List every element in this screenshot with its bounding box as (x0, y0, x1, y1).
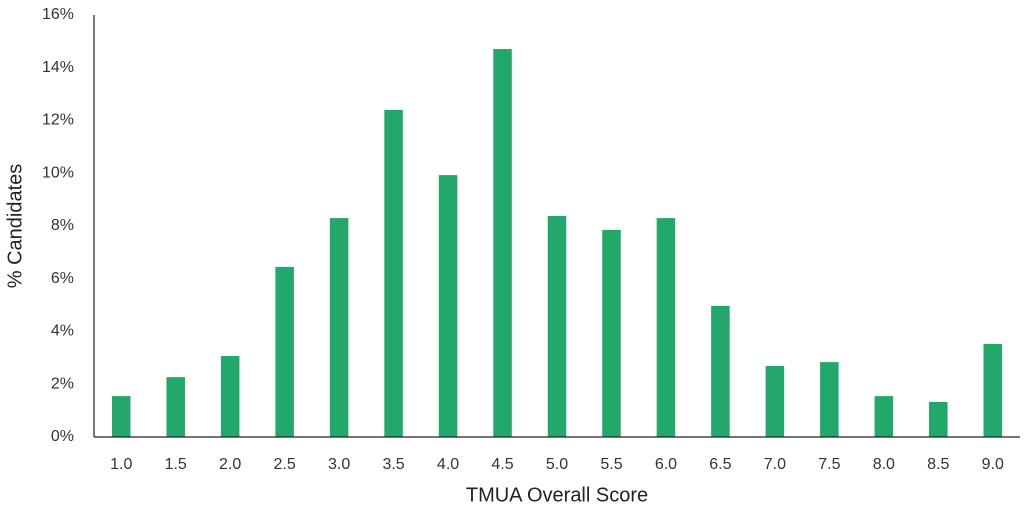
x-tick-label: 2.0 (219, 456, 241, 473)
x-tick-label: 6.0 (655, 456, 677, 473)
bar (874, 396, 894, 437)
bar (656, 218, 676, 437)
y-tick-label: 16% (42, 6, 74, 23)
x-tick-label: 6.5 (709, 456, 731, 473)
bar (438, 175, 458, 437)
bar (547, 215, 567, 437)
x-tick-label: 9.0 (982, 456, 1004, 473)
x-axis-title: TMUA Overall Score (466, 484, 648, 506)
x-tick-label: 4.5 (491, 456, 513, 473)
bar (983, 343, 1003, 437)
bar (711, 305, 730, 437)
x-tick-label: 1.5 (165, 456, 187, 473)
x-tick-label: 3.0 (328, 456, 350, 473)
bar (602, 229, 621, 437)
y-tick-label: 6% (51, 270, 74, 287)
y-tick-label: 12% (42, 112, 74, 129)
x-tick-label: 5.0 (546, 456, 568, 473)
bar (929, 401, 948, 437)
x-tick-label: 3.5 (382, 456, 404, 473)
x-tick-label: 5.5 (600, 456, 622, 473)
x-tick-label: 2.5 (274, 456, 296, 473)
y-axis-title: % Candidates (4, 164, 26, 289)
y-tick-label: 10% (42, 164, 74, 181)
y-tick-label: 2% (51, 375, 74, 392)
x-tick-label: 7.0 (764, 456, 786, 473)
bar (765, 366, 785, 437)
x-tick-label: 7.5 (818, 456, 840, 473)
bar (820, 362, 839, 437)
x-tick-label: 1.0 (110, 456, 132, 473)
x-tick-label: 8.0 (873, 456, 895, 473)
x-tick-label: 4.0 (437, 456, 459, 473)
bar (329, 218, 349, 437)
bar (493, 49, 512, 438)
y-tick-label: 4% (51, 323, 74, 340)
bar (220, 356, 240, 437)
y-tick-label: 14% (42, 59, 74, 76)
y-tick-label: 8% (51, 217, 74, 234)
y-tick-label: 0% (51, 428, 74, 445)
bar (275, 266, 294, 437)
bar (166, 377, 185, 437)
bar (384, 109, 403, 437)
x-tick-label: 8.5 (927, 456, 949, 473)
bar (111, 396, 131, 437)
